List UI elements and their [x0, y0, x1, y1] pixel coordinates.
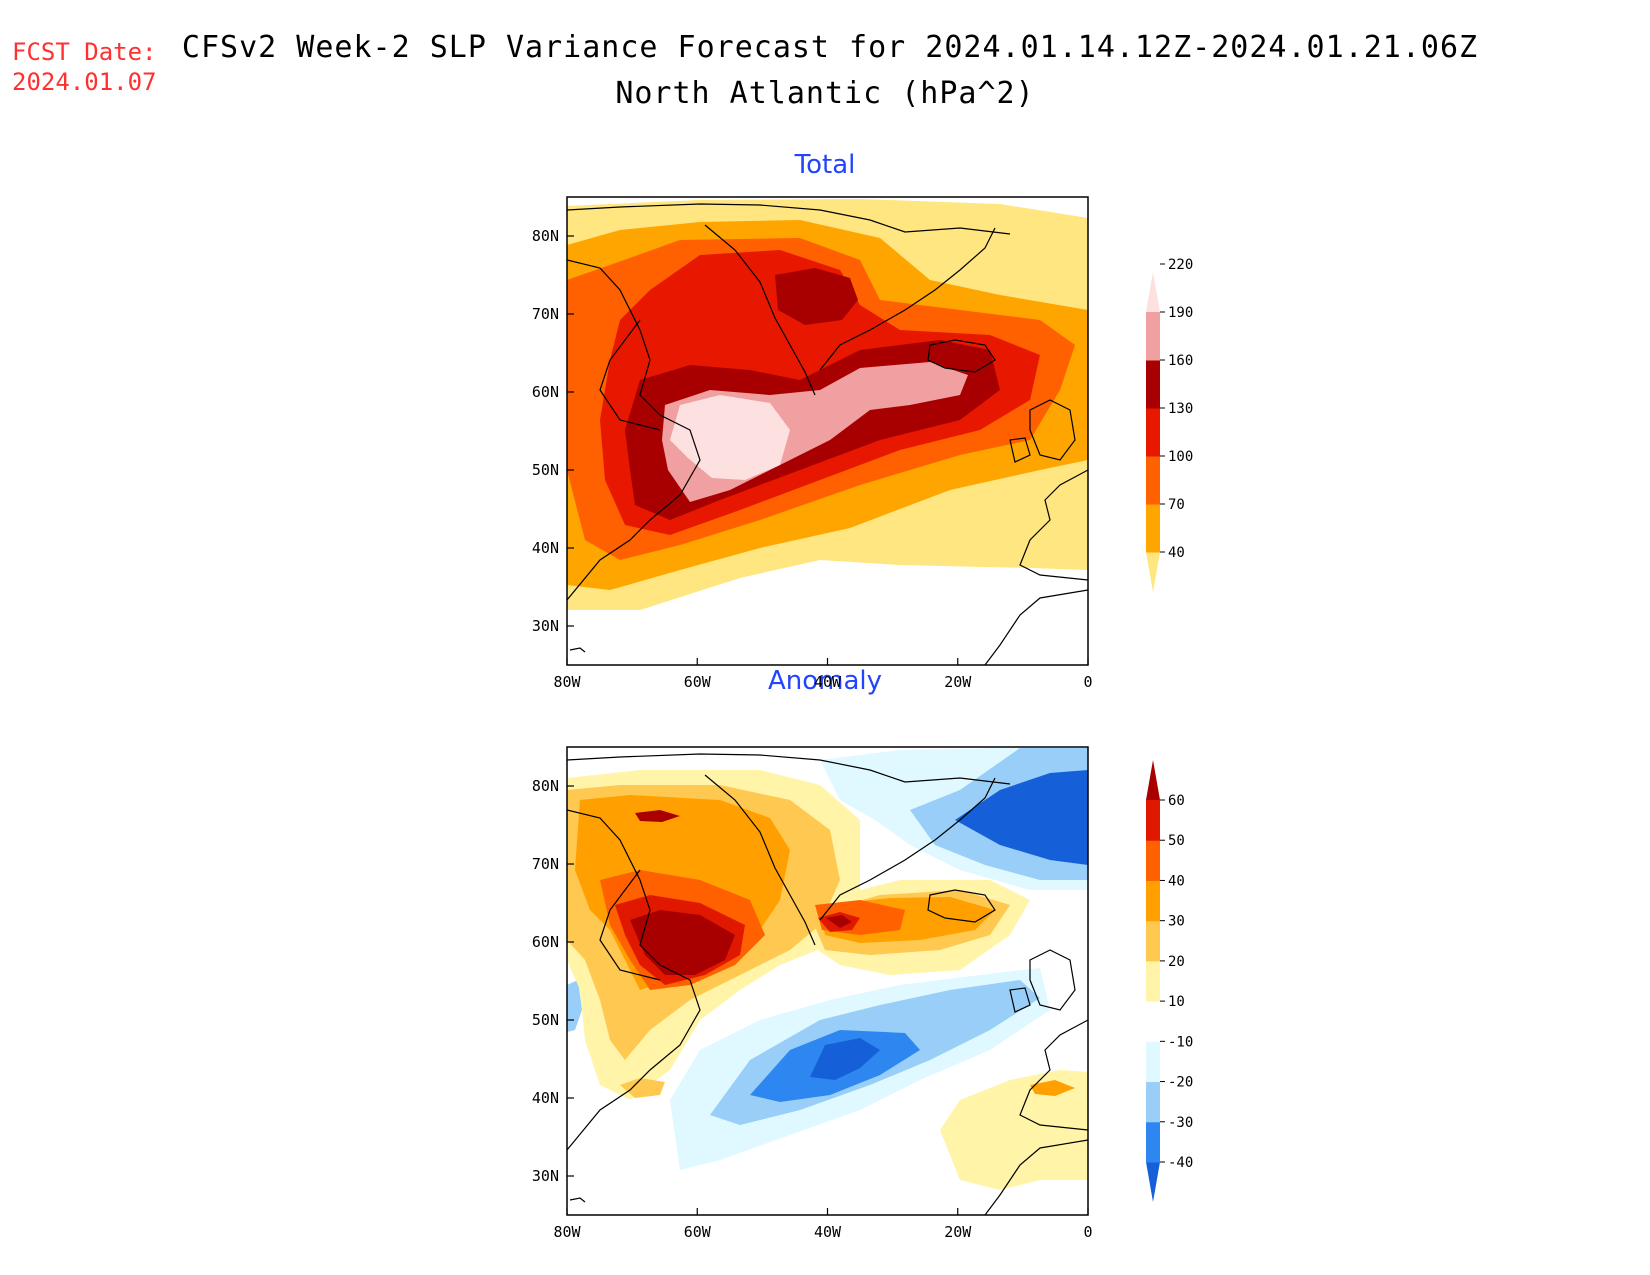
colorbar-band [1146, 920, 1160, 962]
lon-tick-label: 80W [553, 673, 581, 691]
colorbar-label: 70 [1168, 497, 1185, 513]
colorbar-label: 160 [1168, 353, 1193, 369]
total-coastlines [567, 203, 1088, 665]
anomaly-coastlines [567, 753, 1088, 1215]
colorbar-label: 190 [1168, 305, 1193, 321]
anomaly-contour-neg30-east [955, 770, 1088, 865]
page-title: CFSv2 Week-2 SLP Variance Forecast for 2… [181, 30, 1479, 65]
colorbar-band [1146, 880, 1160, 922]
colorbar-band [1146, 408, 1160, 457]
anomaly-contour-neg40-south [810, 1038, 880, 1080]
colorbar-band [1146, 1041, 1160, 1083]
colorbar-label: 130 [1168, 401, 1193, 417]
lat-tick-label: 80N [532, 777, 559, 795]
lat-tick-label: 80N [532, 227, 559, 245]
colorbar-label: -10 [1168, 1034, 1193, 1050]
lon-tick-label: 40W [814, 673, 842, 691]
panel-title-total: Total [794, 150, 856, 180]
total-axis-ticks: 30N 40N 50N 60N 70N 80N 80W 60W 40W 20W 0 [532, 227, 1093, 691]
lon-tick-label: 40W [814, 1223, 842, 1241]
colorbar-band [1146, 1121, 1160, 1163]
anomaly-contour-pos60-east [826, 915, 852, 928]
colorbar-band [1146, 456, 1160, 505]
lat-tick-label: 30N [532, 617, 559, 635]
total-contours [567, 197, 1088, 665]
anomaly-contour-neg20-west [567, 980, 582, 1032]
total-colorbar: 40 70 100 130 160 190 220 [1146, 257, 1193, 592]
anomaly-contour-pos30-small-east [1030, 1080, 1075, 1096]
colorbar-label: 40 [1168, 545, 1185, 561]
colorbar-band [1146, 840, 1160, 881]
lon-tick-label: 60W [684, 1223, 712, 1241]
lat-tick-label: 60N [532, 933, 559, 951]
lat-tick-label: 40N [532, 1089, 559, 1107]
colorbar-lower-tip [1146, 552, 1160, 592]
colorbar-label: 20 [1168, 954, 1185, 970]
colorbar-band [1146, 960, 1160, 1002]
total-map: 30N 40N 50N 60N 70N 80N 80W 60W 40W 20W 0 40 70 100 1… [532, 196, 1193, 691]
colorbar-band [1146, 504, 1160, 553]
lat-tick-label: 40N [532, 539, 559, 557]
colorbar-upper-tip [1146, 760, 1160, 800]
colorbar-label: 30 [1168, 914, 1185, 930]
colorbar-label: 100 [1168, 449, 1193, 465]
lon-tick-label: 0 [1083, 673, 1092, 691]
colorbar-label: 220 [1168, 257, 1193, 273]
anomaly-colorbar: -40 -30 -20 -10 10 20 30 40 50 60 [1146, 760, 1193, 1202]
lat-tick-label: 70N [532, 305, 559, 323]
colorbar-upper-tip [1146, 272, 1160, 312]
total-contour-160-peak [775, 268, 858, 325]
colorbar-label: 10 [1168, 994, 1185, 1010]
colorbar-label: -30 [1168, 1115, 1193, 1131]
colorbar-band [1146, 1081, 1160, 1123]
lat-tick-label: 70N [532, 855, 559, 873]
colorbar-band [1146, 360, 1160, 409]
colorbar-band [1146, 800, 1160, 841]
lat-tick-label: 50N [532, 1011, 559, 1029]
panel-title-anomaly: Anomaly [767, 666, 883, 696]
lon-tick-label: 0 [1083, 1223, 1092, 1241]
colorbar-label: 40 [1168, 873, 1185, 889]
lon-tick-label: 60W [684, 673, 712, 691]
lat-tick-label: 60N [532, 383, 559, 401]
anomaly-contours [567, 747, 1088, 1215]
colorbar-label: -40 [1168, 1155, 1193, 1171]
lat-tick-label: 30N [532, 1167, 559, 1185]
anomaly-map: 30N 40N 50N 60N 70N 80N 80W 60W 40W 20W 0 -40 -30 -2… [532, 746, 1193, 1241]
anomaly-contour-pos10-south [940, 1070, 1088, 1190]
anomaly-contour-pos60 [630, 910, 735, 975]
forecast-date-label: FCST Date: [12, 38, 157, 66]
colorbar-lower-tip [1146, 1162, 1160, 1202]
forecast-date-value: 2024.01.07 [12, 68, 157, 96]
lon-tick-label: 20W [944, 1223, 972, 1241]
anomaly-contour-pos30-small-west [620, 1078, 665, 1098]
colorbar-band [1146, 312, 1160, 361]
colorbar-label: -20 [1168, 1075, 1193, 1091]
colorbar-label: 60 [1168, 793, 1185, 809]
colorbar-label: 50 [1168, 833, 1185, 849]
lat-tick-label: 50N [532, 461, 559, 479]
page-subtitle: North Atlantic (hPa^2) [615, 76, 1035, 111]
colorbar-band [1146, 1001, 1160, 1042]
anomaly-axis-ticks: 30N 40N 50N 60N 70N 80N 80W 60W 40W 20W 0 [532, 777, 1093, 1241]
lon-tick-label: 80W [553, 1223, 581, 1241]
anomaly-contour-pos60-north [635, 810, 680, 822]
lon-tick-label: 20W [944, 673, 972, 691]
